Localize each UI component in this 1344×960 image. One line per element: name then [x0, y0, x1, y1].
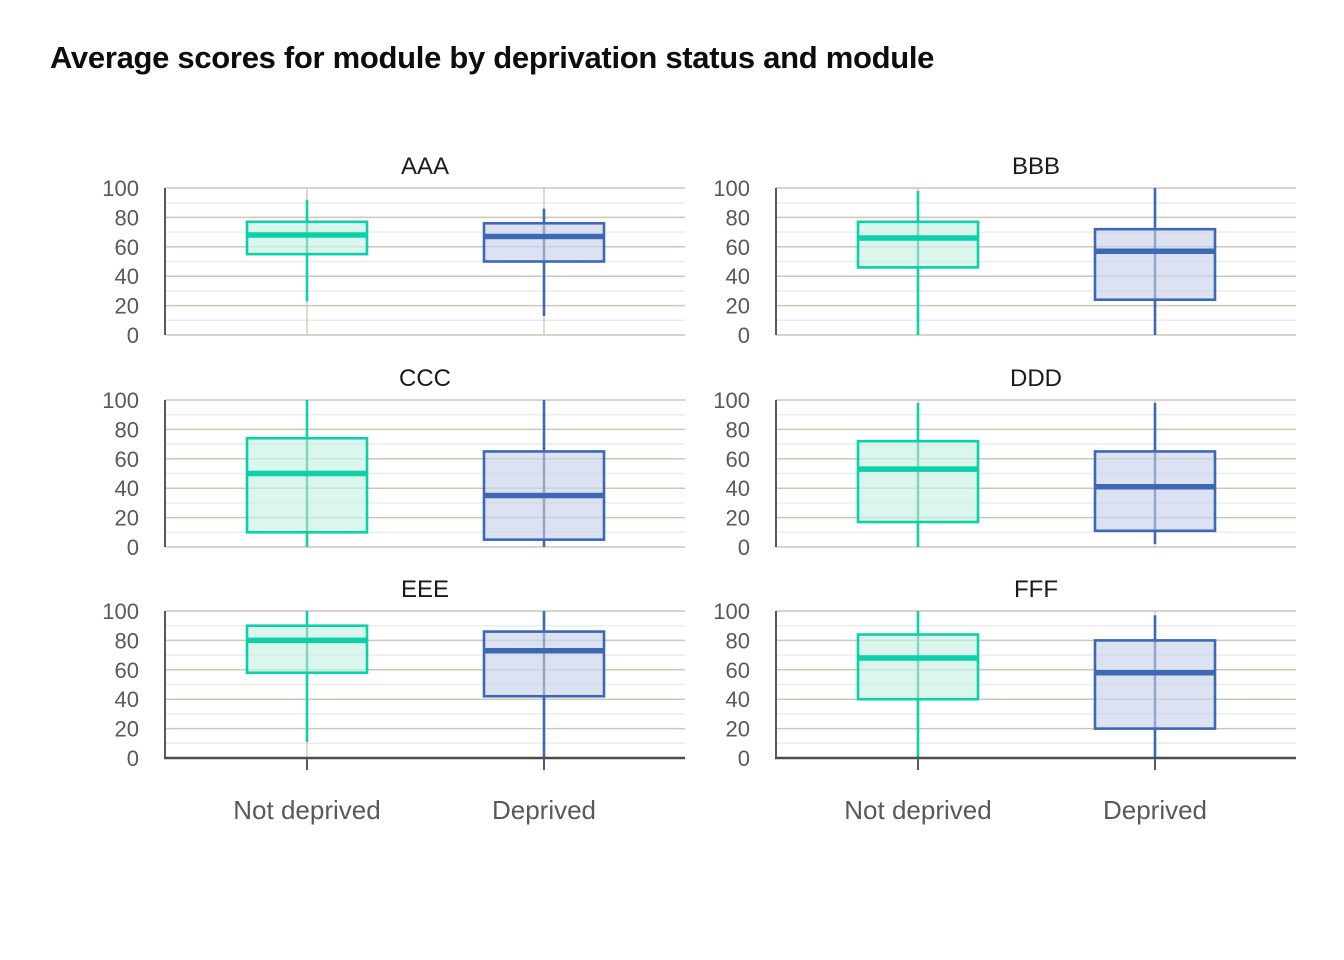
- iqr-box: [856, 220, 980, 269]
- iqr-box: [1093, 227, 1217, 302]
- box-deprived: [482, 611, 606, 758]
- y-tick-label: 80: [115, 417, 139, 442]
- iqr-box: [245, 624, 369, 675]
- box-deprived: [1093, 615, 1217, 758]
- y-tick-label: 20: [115, 717, 139, 742]
- box-deprived: [1093, 402, 1217, 545]
- iqr-box: [1093, 639, 1217, 730]
- boxplot-bbb: 0 20 40 60 80 100: [713, 176, 1296, 348]
- x-axis-label-not-deprived: Not deprived: [233, 795, 381, 825]
- y-tick-label: 40: [115, 687, 139, 712]
- boxplot-ddd: 0 20 40 60 80 100: [713, 388, 1296, 560]
- facet-title: EEE: [400, 576, 450, 603]
- y-tick-label: 100: [713, 599, 750, 624]
- y-tick-label: 40: [726, 264, 750, 289]
- box-deprived: [1093, 188, 1217, 335]
- facet-title: BBB: [1011, 153, 1061, 180]
- x-axis-label-not-deprived: Not deprived: [844, 795, 992, 825]
- y-tick-label: 20: [726, 294, 750, 319]
- y-tick-label: 0: [127, 535, 139, 560]
- boxplot-eee: 0 20 40 60 80 100: [102, 599, 685, 771]
- y-tick-label: 100: [102, 388, 139, 413]
- y-tick-label: 80: [115, 205, 139, 230]
- iqr-box: [482, 221, 606, 263]
- facet-title: CCC: [399, 365, 451, 392]
- y-tick-label: 100: [102, 599, 139, 624]
- iqr-box: [856, 439, 980, 524]
- y-tick-label: 60: [726, 658, 750, 683]
- box-not-deprived: [245, 611, 369, 742]
- y-tick-label: 0: [738, 535, 750, 560]
- y-tick-label: 20: [726, 506, 750, 531]
- iqr-box: [245, 436, 369, 534]
- y-tick-label: 60: [726, 447, 750, 472]
- boxplot-ccc: 0 20 40 60 80 100: [102, 388, 685, 560]
- box-not-deprived: [856, 611, 980, 758]
- box-deprived: [482, 400, 606, 547]
- facet-aaa: AAA 0 20 40 60 80 100: [75, 148, 687, 350]
- y-tick-label: 40: [115, 476, 139, 501]
- y-tick-label: 60: [115, 447, 139, 472]
- y-tick-label: 20: [115, 294, 139, 319]
- y-tick-label: 0: [738, 323, 750, 348]
- y-tick-label: 80: [726, 417, 750, 442]
- iqr-box: [245, 220, 369, 256]
- box-not-deprived: [245, 199, 369, 302]
- y-tick-label: 100: [713, 176, 750, 201]
- box-not-deprived: [856, 402, 980, 547]
- iqr-box: [856, 633, 980, 701]
- facet-fff: FFF 0 20 40 60 80 100: [686, 571, 1298, 773]
- y-tick-label: 0: [738, 746, 750, 771]
- y-tick-label: 60: [726, 235, 750, 260]
- y-tick-label: 80: [726, 628, 750, 653]
- facet-bbb: BBB 0 20 40 60 80 100: [686, 148, 1298, 350]
- facet-title: FFF: [1014, 576, 1058, 603]
- y-tick-label: 0: [127, 323, 139, 348]
- y-tick-label: 0: [127, 746, 139, 771]
- x-axis-label-deprived: Deprived: [491, 795, 597, 825]
- box-deprived: [482, 208, 606, 316]
- facet-title: DDD: [1010, 365, 1062, 392]
- y-tick-label: 100: [102, 176, 139, 201]
- y-tick-label: 40: [115, 264, 139, 289]
- y-tick-label: 80: [726, 205, 750, 230]
- y-tick-label: 80: [115, 628, 139, 653]
- x-axis-label-deprived: Deprived: [1102, 795, 1208, 825]
- y-tick-label: 60: [115, 235, 139, 260]
- y-tick-label: 20: [115, 506, 139, 531]
- facet-ccc: CCC 0 20 40 60 80 100: [75, 360, 687, 562]
- y-tick-label: 40: [726, 476, 750, 501]
- boxplot-fff: 0 20 40 60 80 100: [713, 599, 1296, 771]
- boxplot-aaa: 0 20 40 60 80 100: [102, 176, 685, 348]
- iqr-box: [1093, 450, 1217, 533]
- facet-title: AAA: [400, 153, 450, 180]
- iqr-box: [482, 630, 606, 698]
- facet-ddd: DDD 0 20 40 60 80 100: [686, 360, 1298, 562]
- facet-eee: EEE 0 20 40 60 80 100: [75, 571, 687, 773]
- box-not-deprived: [856, 190, 980, 335]
- box-not-deprived: [245, 400, 369, 547]
- y-tick-label: 40: [726, 687, 750, 712]
- y-tick-label: 60: [115, 658, 139, 683]
- y-tick-label: 100: [713, 388, 750, 413]
- y-tick-label: 20: [726, 717, 750, 742]
- chart-title: Average scores for module by deprivation…: [50, 40, 935, 75]
